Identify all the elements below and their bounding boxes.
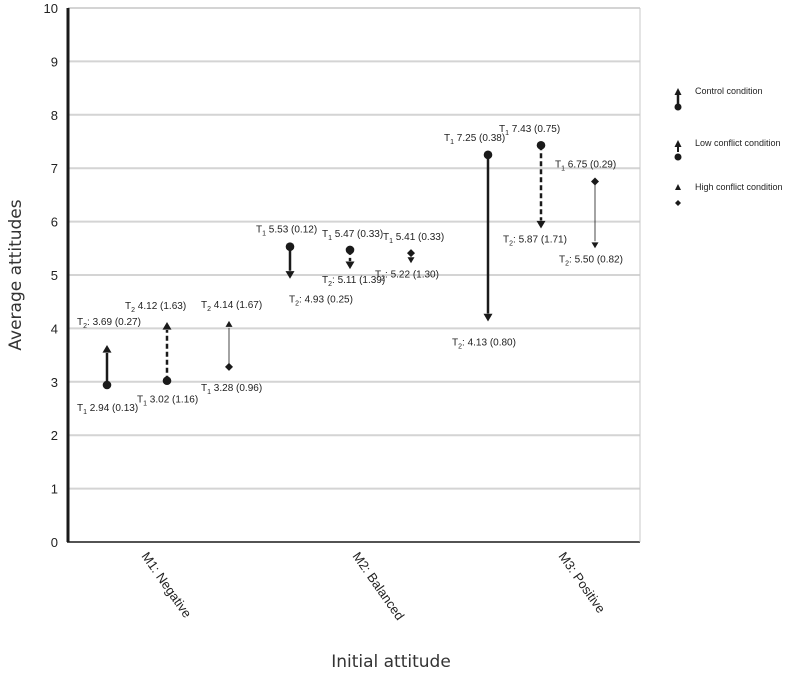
arrow-head (591, 242, 599, 249)
y-tick-label: 10 (44, 1, 58, 16)
data-label: T2: 3.69 (0.27) (77, 317, 141, 330)
legend: Control condition Low conflict condition H… (674, 86, 783, 206)
circle-marker (536, 140, 546, 150)
y-tick-label: 5 (51, 268, 58, 283)
x-tick-labels: M1: Negative M2: Balanced M3: Positive (139, 549, 609, 623)
y-tick-label: 1 (51, 482, 58, 497)
data-marks (102, 140, 599, 390)
x-tick-label: M1: Negative (139, 549, 195, 620)
data-label: T1 5.53 (0.12) (256, 225, 317, 238)
legend-label: Low conflict condition (695, 138, 781, 148)
data-label: T1 5.41 (0.33) (383, 232, 444, 245)
y-tick-label: 2 (51, 428, 58, 443)
circle-marker (483, 150, 493, 160)
data-label: T2 4.14 (1.67) (201, 300, 262, 313)
grid-lines (68, 7, 640, 490)
data-label: T1 3.28 (0.96) (201, 383, 262, 396)
arrow-head (225, 320, 233, 327)
axes (66, 8, 641, 543)
data-label: T2: 4.13 (0.80) (452, 337, 516, 350)
data-label: T2: 4.93 (0.25) (289, 295, 353, 308)
circle-marker (345, 245, 355, 255)
data-label: T1 6.75 (0.29) (555, 160, 616, 173)
y-tick-label: 8 (51, 108, 58, 123)
arrow-head (536, 220, 546, 229)
legend-label: High conflict condition (695, 182, 783, 192)
x-tick-label: M2: Balanced (350, 549, 408, 623)
legend-arrow (674, 88, 682, 95)
y-tick-label: 9 (51, 54, 58, 69)
circle-marker (102, 380, 112, 390)
arrow-head (483, 313, 493, 322)
y-tick-label: 3 (51, 375, 58, 390)
legend-diamond (675, 200, 681, 206)
data-label: T2: 5.11 (1.39) (322, 275, 385, 288)
y-tick-label: 6 (51, 215, 58, 230)
data-label: T2 4.12 (1.63) (125, 301, 186, 314)
arrow-head (162, 321, 172, 330)
legend-arrow (675, 184, 681, 190)
legend-circle (674, 153, 682, 161)
arrow-head (102, 344, 112, 353)
diamond-marker (407, 249, 415, 258)
data-label: T1 5.47 (0.33) (322, 229, 383, 242)
y-tick-label: 7 (51, 161, 58, 176)
arrow-head (285, 271, 295, 279)
data-label: T1 7.43 (0.75) (499, 124, 560, 137)
y-tick-label: 4 (51, 321, 58, 336)
diamond-marker (225, 362, 233, 371)
y-axis-title: Average attitudes (6, 199, 26, 350)
legend-label: Control condition (695, 86, 763, 96)
data-label: T2: 5.22 (1.30) (375, 269, 439, 282)
circle-marker (162, 376, 172, 386)
circle-marker (285, 242, 295, 251)
y-tick-label: 0 (51, 535, 58, 550)
data-label: T2: 5.87 (1.71) (503, 235, 567, 248)
data-label: T1 3.02 (1.16) (137, 395, 198, 408)
data-label: T1 2.94 (0.13) (77, 403, 138, 416)
x-axis-title: Initial attitude (331, 652, 451, 672)
data-labels: T1 2.94 (0.13) T2: 3.69 (0.27) T1 5.53 (0.… (77, 124, 623, 416)
legend-circle (674, 103, 682, 111)
diamond-marker (591, 177, 599, 186)
y-tick-labels: 0 1 2 3 4 5 6 7 8 9 10 (44, 1, 58, 550)
legend-arrow (674, 140, 682, 147)
data-label: T1 7.25 (0.38) (444, 133, 505, 146)
data-label: T2: 5.50 (0.82) (559, 254, 623, 267)
arrow-head (345, 261, 355, 270)
arrow-head (407, 257, 415, 264)
x-tick-label: M3: Positive (556, 549, 609, 616)
